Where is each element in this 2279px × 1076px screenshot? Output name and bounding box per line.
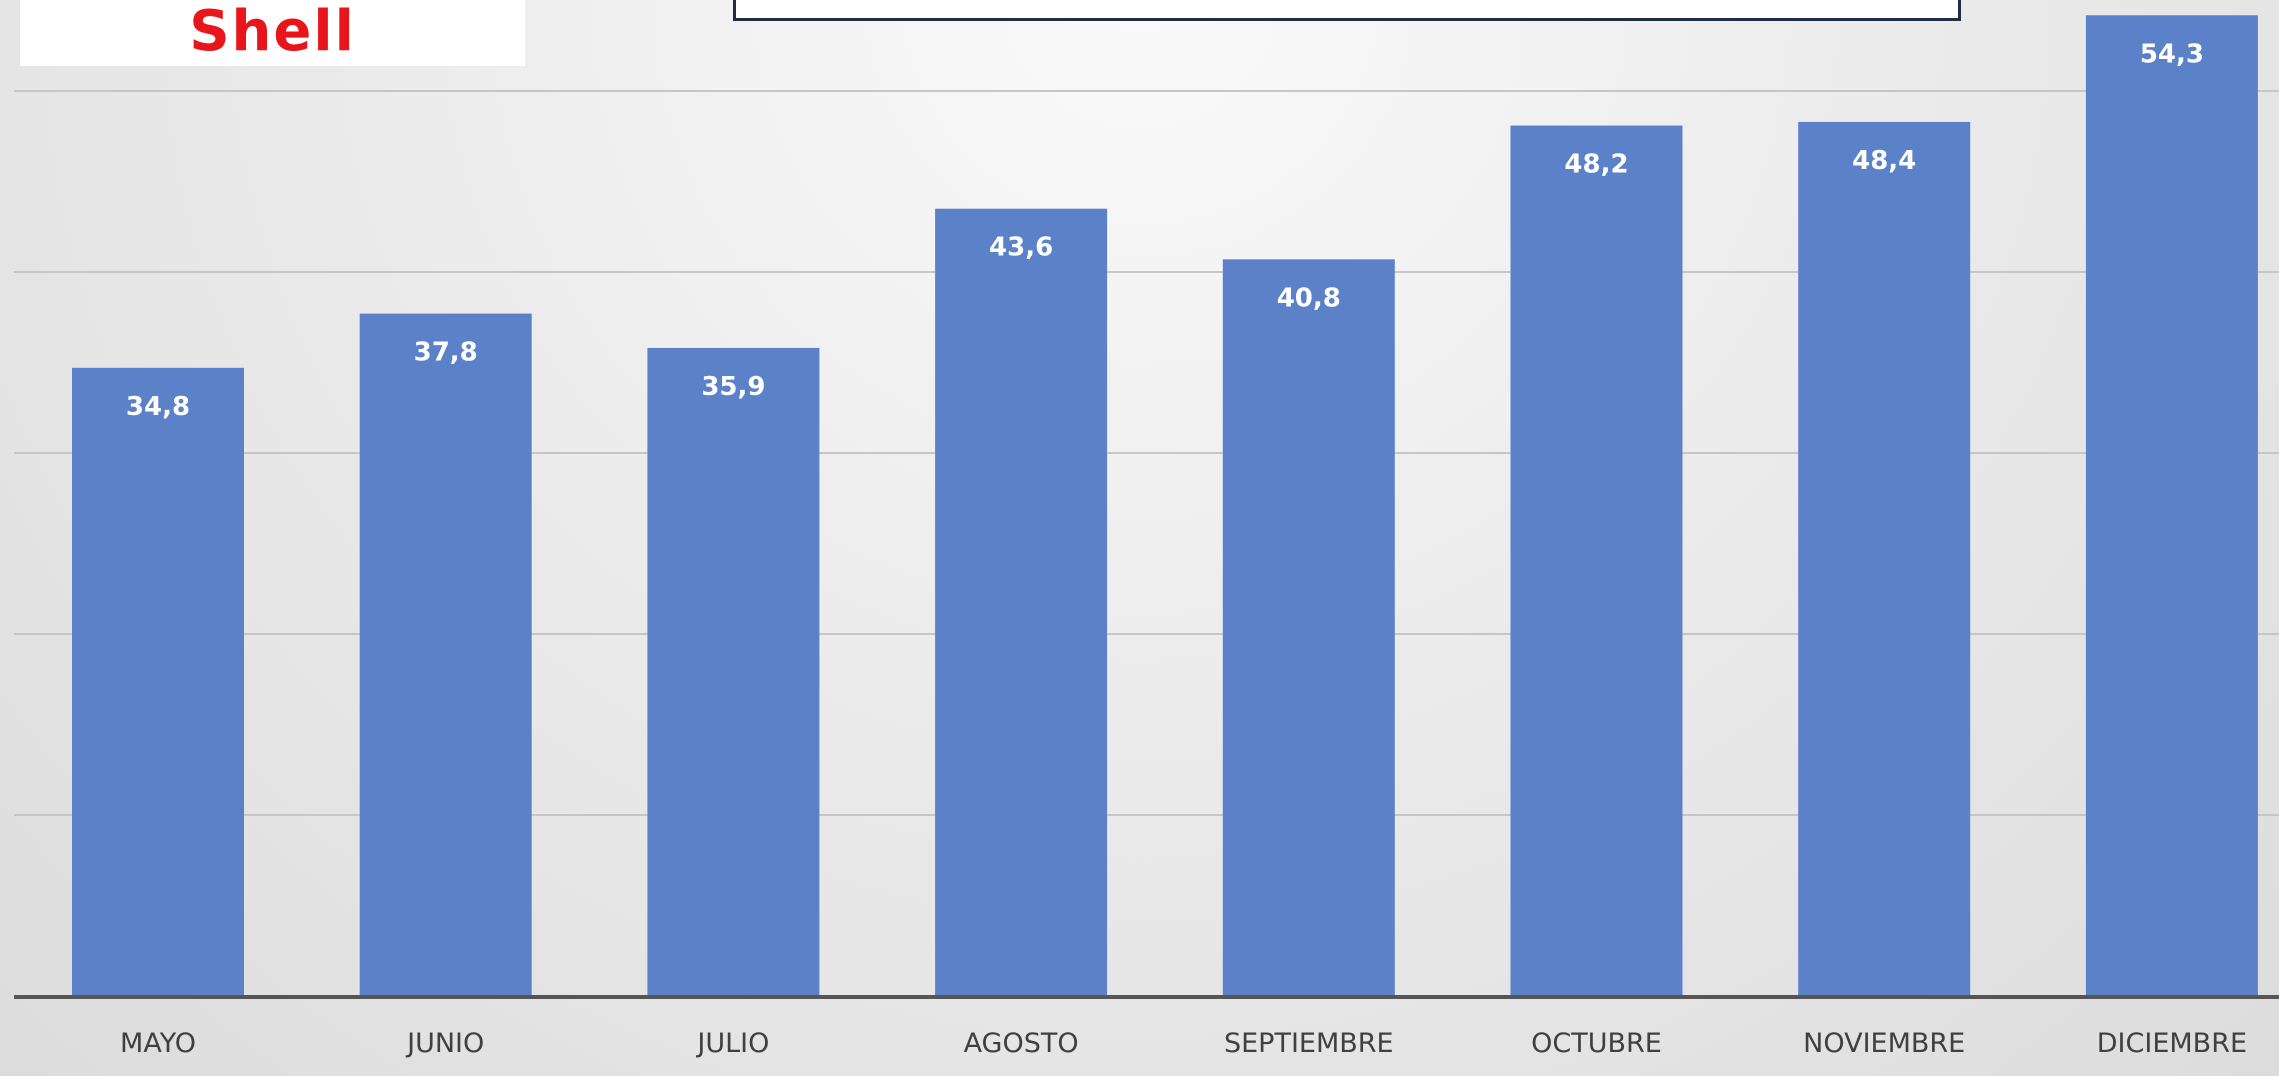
- bar-diciembre: [2085, 15, 2258, 998]
- category-label: AGOSTO: [964, 1028, 1079, 1059]
- data-label: 37,8: [414, 338, 478, 368]
- data-label: 48,4: [1852, 146, 1916, 176]
- bar-mayo: [72, 367, 244, 997]
- bar-noviembre: [1798, 121, 1971, 998]
- bar-agosto: [935, 208, 1108, 997]
- category-label: OCTUBRE: [1531, 1028, 1662, 1059]
- bar-junio: [359, 313, 532, 997]
- category-label: SEPTIEMBRE: [1224, 1028, 1394, 1059]
- data-label: 35,9: [701, 372, 765, 402]
- data-label: 48,2: [1564, 150, 1628, 180]
- bar-julio: [647, 347, 820, 998]
- category-label: DICIEMBRE: [2097, 1028, 2247, 1059]
- data-label: 54,3: [2140, 39, 2204, 69]
- bars: [72, 15, 2258, 998]
- bar-septiembre: [1222, 259, 1395, 997]
- data-label: 34,8: [126, 392, 190, 422]
- data-label: 40,8: [1277, 283, 1341, 313]
- category-label: JUNIO: [405, 1028, 484, 1059]
- category-labels: MAYO JUNIO JULIO AGOSTO SEPTIEMBRE OCTUBRE NOV…: [120, 1028, 2247, 1059]
- category-label: MAYO: [120, 1028, 196, 1059]
- title-box: [733, 0, 1961, 21]
- data-label: 43,6: [989, 233, 1053, 263]
- category-label: JULIO: [695, 1028, 769, 1059]
- bar-octubre: [1510, 125, 1683, 997]
- data-labels: 34,8 37,8 35,9 43,6 40,8 48,2 48,4 54,3: [126, 39, 2204, 422]
- shell-logo: Shell: [20, 0, 525, 66]
- category-label: NOVIEMBRE: [1803, 1028, 1965, 1059]
- logo-wordmark: Shell: [189, 0, 356, 64]
